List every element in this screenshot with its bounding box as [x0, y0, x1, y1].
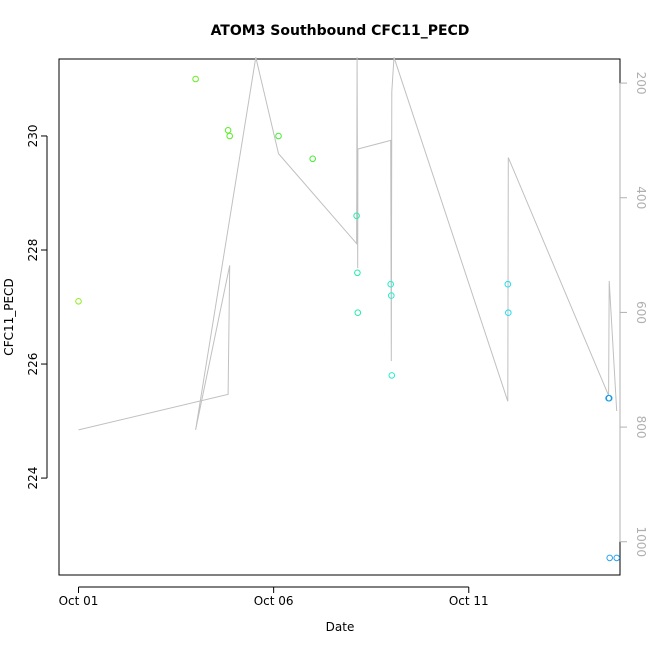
data-point	[354, 309, 362, 317]
y2-tick-label: 800	[634, 416, 648, 439]
data-point	[354, 269, 361, 277]
y2-tick-label: 600	[634, 301, 648, 324]
data-point	[192, 75, 199, 83]
x-tick-label: Oct 06	[254, 594, 294, 608]
x-tick-label: Oct 01	[59, 594, 99, 608]
y-axis-label: CFC11_PECD	[2, 278, 16, 355]
y2-axis: 200 400 600 800 1000	[619, 72, 648, 557]
data-point	[505, 309, 512, 317]
points-layer	[75, 75, 621, 562]
data-point	[387, 280, 395, 288]
data-point	[605, 394, 613, 402]
y-tick-label: 226	[26, 353, 40, 376]
data-point	[224, 127, 232, 134]
plot-frame	[58, 58, 621, 576]
y-axis: 224 226 228 230	[26, 125, 48, 490]
data-point	[75, 298, 82, 305]
data-point	[275, 132, 282, 140]
y2-tick-label: 400	[634, 186, 648, 209]
data-point	[226, 132, 233, 140]
data-point	[504, 280, 512, 288]
y-tick-label: 224	[26, 467, 40, 490]
y2-tick-label: 1000	[634, 526, 648, 557]
y-tick-label: 228	[26, 239, 40, 262]
line-series-0	[78, 57, 618, 431]
data-point	[606, 554, 614, 562]
data-point	[353, 212, 360, 220]
data-point	[613, 554, 621, 562]
line-layer	[78, 57, 618, 431]
data-point	[388, 372, 396, 379]
data-point	[309, 155, 317, 163]
x-axis: Oct 01 Oct 06 Oct 11	[59, 586, 489, 608]
data-point	[388, 292, 395, 299]
x-tick-label: Oct 11	[449, 594, 489, 608]
x-axis-label: Date	[326, 620, 355, 634]
y-tick-label: 230	[26, 125, 40, 148]
chart-title: ATOM3 Southbound CFC11_PECD	[211, 23, 470, 39]
y2-tick-label: 200	[634, 72, 648, 95]
